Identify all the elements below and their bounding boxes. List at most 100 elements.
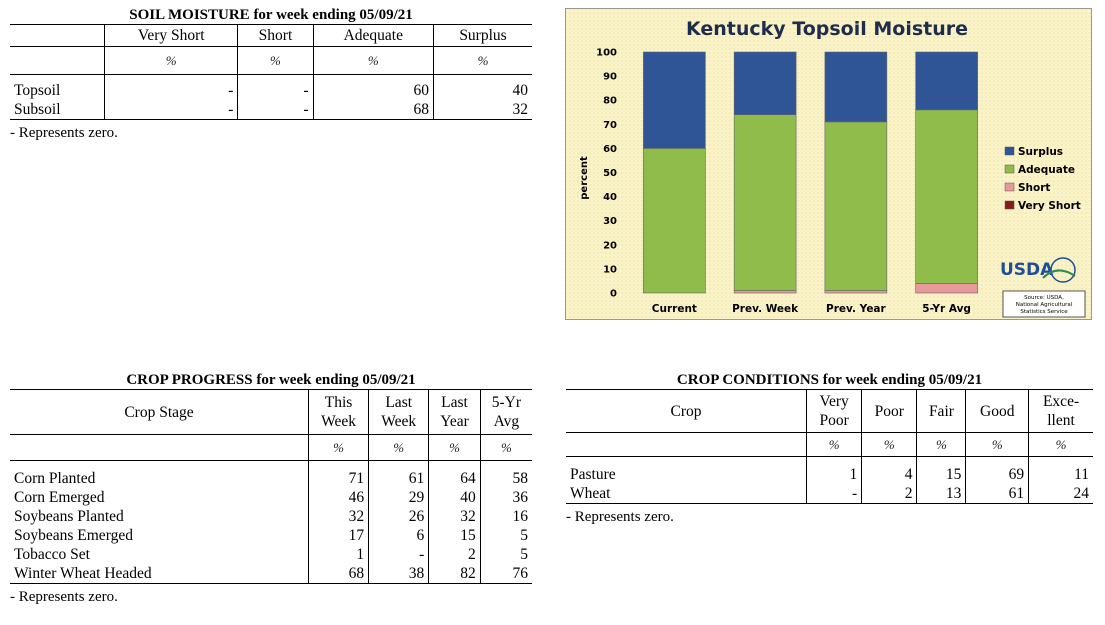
- header-good: Good: [965, 389, 1029, 433]
- y-tick-label: 70: [603, 120, 617, 131]
- unit-cell: %: [368, 434, 429, 461]
- y-tick-label: 30: [603, 216, 617, 227]
- x-tick-label: 5-Yr Avg: [922, 303, 971, 315]
- unit-cell: %: [103, 46, 238, 75]
- unit-cell: %: [861, 432, 917, 457]
- bar-segment-surplus: [915, 51, 978, 111]
- row-label: Topsoil: [14, 81, 61, 99]
- unit-cell: %: [307, 434, 369, 461]
- header-5yr-avg: 5-Yr Avg: [479, 389, 532, 435]
- zero-note: - Represents zero.: [10, 588, 118, 605]
- unit-cell: %: [237, 46, 313, 75]
- header-crop: Crop: [670, 402, 702, 420]
- legend-swatch: [1004, 164, 1015, 174]
- legend-label: Very Short: [1018, 200, 1081, 212]
- row-label: Corn Planted: [14, 469, 96, 487]
- crop-conditions-table: Crop Very Poor Poor Fair Good Exce-llent …: [566, 389, 1093, 504]
- table-row: Pasture 1 4 15 69 11: [566, 464, 1093, 484]
- source-box: [1002, 290, 1086, 318]
- legend-label: Short: [1018, 182, 1050, 194]
- chart-title: Kentucky Topsoil Moisture: [686, 18, 968, 40]
- header-poor: Poor: [861, 389, 917, 433]
- bar-segment-short: [915, 283, 978, 294]
- bar-segment-surplus: [733, 51, 797, 115]
- table-row: Winter Wheat Headed 68 38 82 76: [10, 563, 532, 583]
- unit-cell: %: [428, 434, 481, 461]
- unit-cell: %: [916, 432, 966, 457]
- header-last-year: Last Year: [428, 389, 481, 435]
- unit-cell: %: [479, 434, 532, 461]
- header-short: Short: [237, 24, 313, 47]
- table-row: Soybeans Planted 32 26 32 16: [10, 506, 532, 526]
- unit-cell: %: [805, 432, 862, 457]
- legend-swatch: [1004, 200, 1015, 210]
- y-tick-label: 10: [603, 264, 617, 275]
- crop-progress-table: Crop Stage This Week Last Week Last Year 5-…: [10, 389, 532, 584]
- unit-cell: %: [1028, 432, 1093, 457]
- usda-logo-text: USDA: [1000, 260, 1054, 280]
- soil-moisture-title: SOIL MOISTURE for week ending 05/09/21: [129, 7, 413, 23]
- usda-seal-icon: [1050, 257, 1076, 283]
- table-row: Subsoil - - 68 32: [10, 99, 532, 119]
- table-row: Corn Planted 71 61 64 58: [10, 468, 532, 488]
- bar-segment-surplus: [643, 51, 706, 149]
- y-tick-label: 20: [603, 240, 617, 251]
- unit-cell: %: [433, 46, 532, 75]
- source-line: Statistics Service: [1020, 309, 1068, 315]
- usda-seal-icon: [1042, 269, 1076, 279]
- table-row: Corn Emerged 46 29 40 36: [10, 487, 532, 507]
- topsoil-moisture-chart: Kentucky Topsoil Moisture percent 0 10 20 3…: [565, 8, 1092, 320]
- row-label: Corn Emerged: [14, 488, 105, 506]
- table-row: Topsoil - - 60 40: [10, 80, 532, 100]
- zero-note: - Represents zero.: [566, 508, 674, 525]
- y-axis-label: percent: [579, 156, 590, 200]
- usda-logo: USDA: [1000, 257, 1076, 283]
- unit-cell: %: [312, 46, 434, 75]
- row-label: Soybeans Planted: [14, 507, 124, 525]
- y-tick-label: 0: [610, 289, 617, 300]
- legend-swatch: [1004, 146, 1015, 156]
- table-row: [10, 74, 532, 81]
- chart-svg: Kentucky Topsoil Moisture percent 0 10 20 3…: [565, 8, 1092, 320]
- soil-moisture-section: SOIL MOISTURE for week ending 05/09/21 V…: [10, 6, 532, 142]
- y-tick-label: 60: [603, 144, 617, 155]
- header-adequate: Adequate: [312, 24, 434, 47]
- header-excellent: Exce-llent: [1028, 389, 1093, 433]
- row-label: Tobacco Set: [14, 545, 90, 563]
- row-label: Pasture: [570, 465, 616, 483]
- bar-segment-short: [824, 290, 888, 294]
- soil-moisture-table: Very Short Short Adequate Surplus % % % …: [10, 24, 532, 120]
- legend-label: Surplus: [1018, 146, 1063, 158]
- header-this-week: This Week: [307, 389, 369, 435]
- y-tick-label: 100: [596, 48, 617, 59]
- header-fair: Fair: [916, 389, 966, 433]
- y-tick-label: 80: [603, 96, 617, 107]
- header-last-week: Last Week: [368, 389, 429, 435]
- y-tick-label: 40: [603, 192, 617, 203]
- row-label: Winter Wheat Headed: [14, 564, 152, 582]
- source-line: National Agricultural: [1016, 302, 1073, 308]
- bar-segment-adequate: [733, 114, 797, 291]
- crop-conditions-section: CROP CONDITIONS for week ending 05/09/21…: [566, 371, 1093, 526]
- header-very-poor: Very Poor: [805, 389, 862, 433]
- y-tick-label: 50: [603, 168, 617, 179]
- crop-progress-section: CROP PROGRESS for week ending 05/09/21 C…: [10, 371, 532, 606]
- header-surplus: Surplus: [433, 24, 532, 47]
- legend-label: Adequate: [1018, 164, 1075, 176]
- x-tick-label: Current: [652, 303, 697, 315]
- x-tick-label: Prev. Year: [826, 303, 886, 315]
- table-row: Soybeans Emerged 17 6 15 5: [10, 525, 532, 545]
- row-label: Soybeans Emerged: [14, 526, 133, 544]
- legend-swatch: [1004, 182, 1015, 192]
- bar-segment-surplus: [824, 51, 888, 123]
- header-crop-stage: Crop Stage: [124, 403, 194, 421]
- crop-progress-title: CROP PROGRESS for week ending 05/09/21: [126, 372, 416, 388]
- table-row: Wheat - 2 13 61 24: [566, 483, 1093, 503]
- bar-segment-adequate: [824, 121, 888, 291]
- bar-segment-short: [733, 290, 797, 294]
- row-label: Wheat: [570, 484, 611, 502]
- x-tick-label: Prev. Week: [732, 303, 799, 315]
- bar-segment-adequate: [915, 109, 978, 284]
- header-very-short: Very Short: [103, 24, 238, 47]
- y-tick-label: 90: [603, 72, 617, 83]
